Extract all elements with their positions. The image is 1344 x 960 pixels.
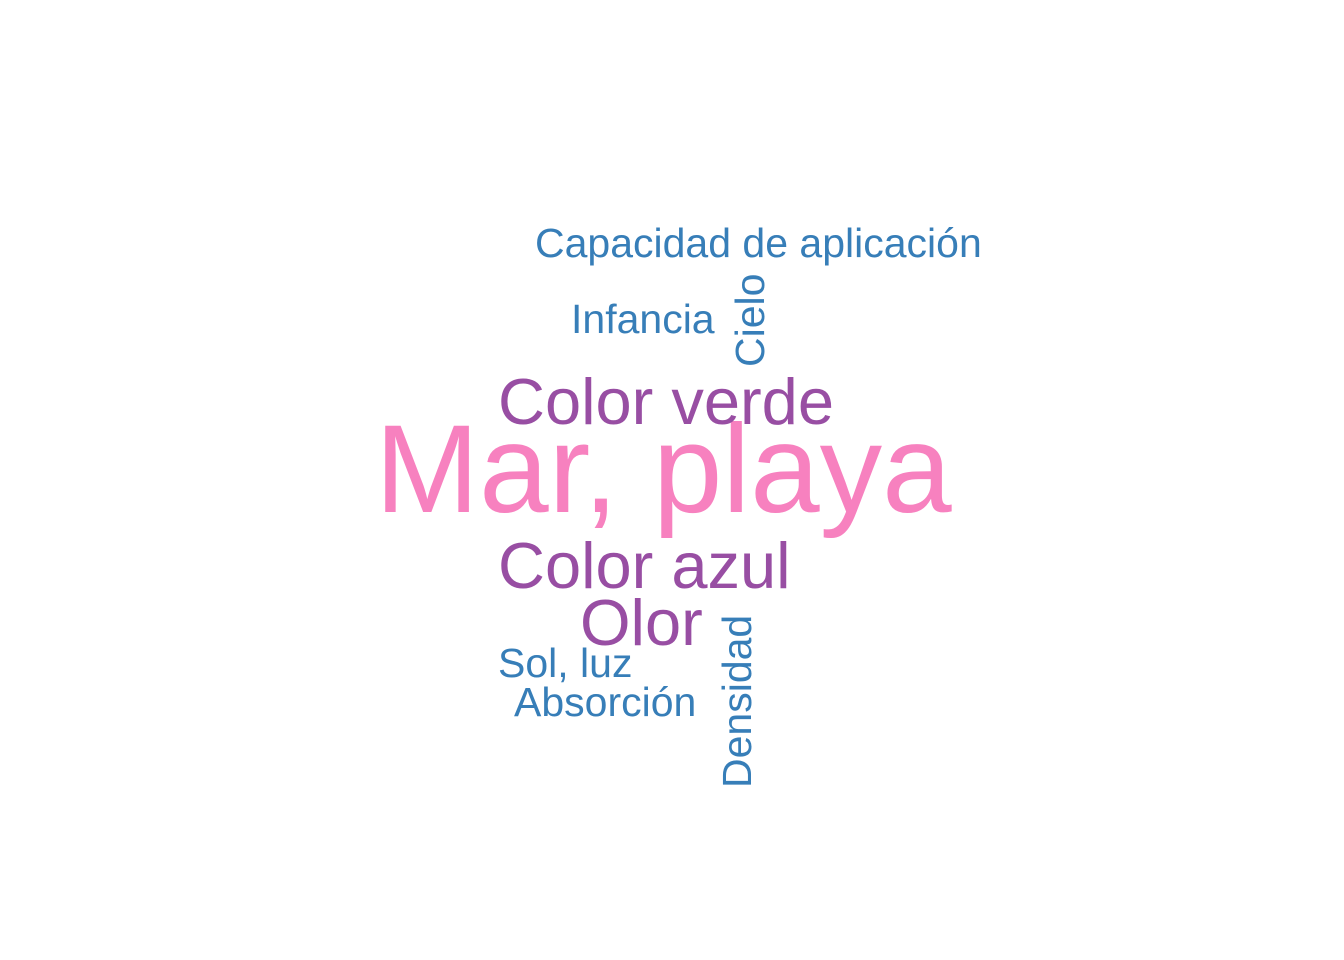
word-absorcion: Absorción — [514, 679, 696, 725]
word-mar-playa: Mar, playa — [375, 400, 952, 539]
word-color-verde: Color verde — [498, 365, 834, 438]
word-color-azul: Color azul — [498, 529, 791, 602]
word-cielo: Cielo — [727, 274, 773, 367]
word-capacidad-de-aplicacion: Capacidad de aplicación — [535, 220, 982, 266]
word-sol-luz: Sol, luz — [498, 640, 632, 686]
word-olor: Olor — [580, 586, 703, 659]
word-densidad: Densidad — [714, 615, 760, 788]
word-infancia: Infancia — [571, 296, 715, 342]
